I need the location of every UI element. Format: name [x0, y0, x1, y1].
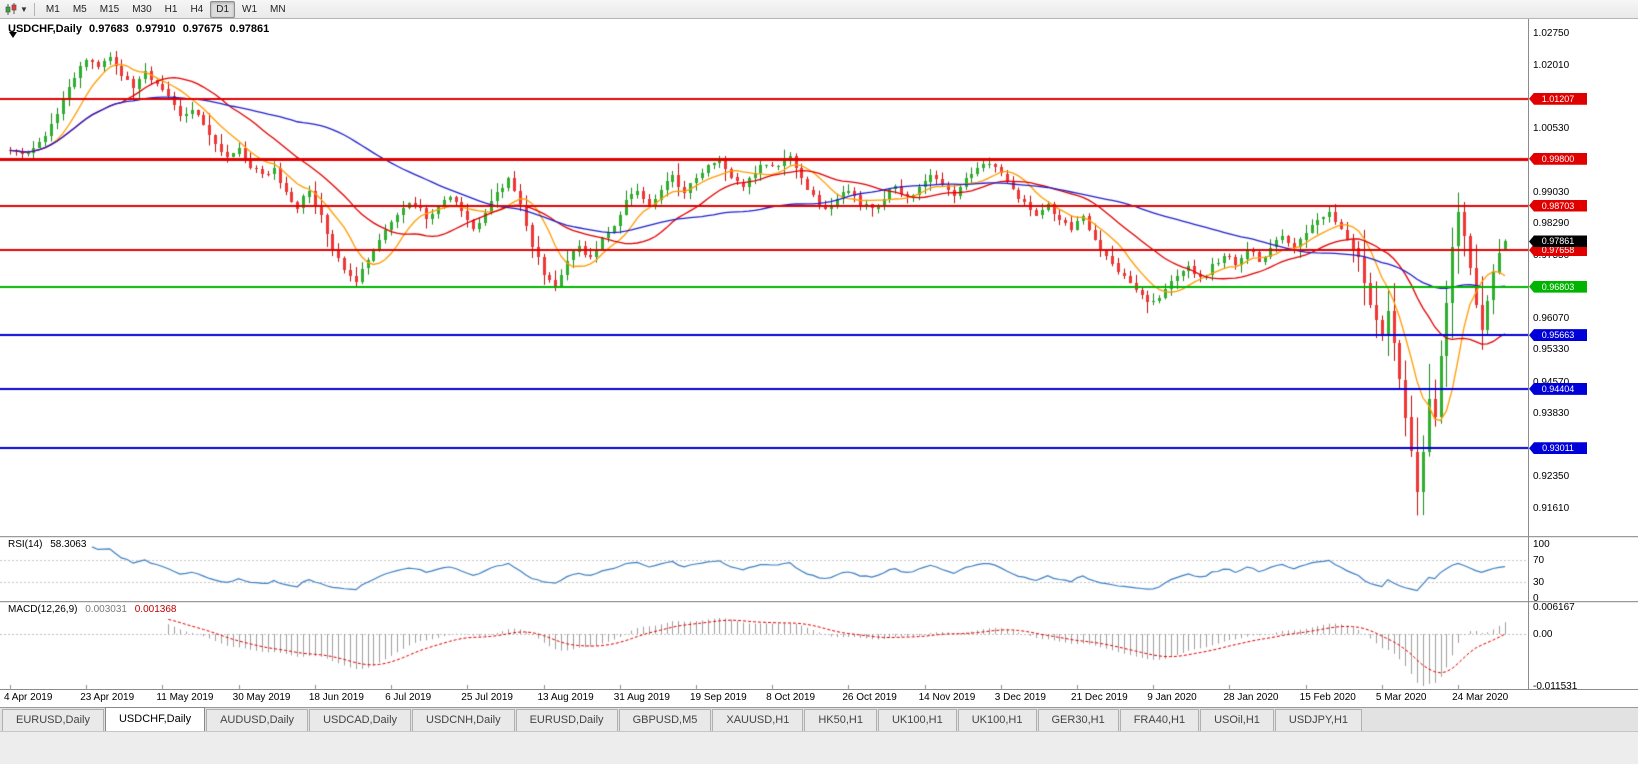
- date-axis-label: 6 Jul 2019: [385, 692, 432, 703]
- timeframe-toolbar: ▼ M1 M5 M15 M30 H1 H4 D1 W1 MN: [0, 0, 1638, 19]
- chart-symbol-label: USDCHF,Daily: [8, 23, 82, 35]
- date-axis-label: 26 Oct 2019: [842, 692, 897, 703]
- chart-tab-eurusd-daily[interactable]: EURUSD,Daily: [515, 709, 618, 731]
- date-axis-label: 30 May 2019: [232, 692, 291, 703]
- date-axis-label: 18 Jun 2019: [308, 692, 364, 703]
- chart-low-value: 0.97675: [182, 23, 223, 35]
- chart-canvas[interactable]: [0, 19, 1528, 707]
- timeframe-button-d1[interactable]: D1: [210, 0, 236, 18]
- chart-tab-usdcad-daily[interactable]: USDCAD,Daily: [309, 709, 412, 731]
- chart-tab-gbpusd-m5[interactable]: GBPUSD,M5: [618, 709, 712, 731]
- level-badge-0.95663: 0.95663: [1529, 329, 1587, 342]
- chart-tab-audusd-daily[interactable]: AUDUSD,Daily: [206, 709, 309, 731]
- macd-signal-value: 0.001368: [134, 604, 177, 615]
- date-axis-label: 15 Feb 2020: [1299, 692, 1356, 703]
- date-axis-label: 19 Sep 2019: [689, 692, 747, 703]
- macd-label: MACD(12,26,9) 0.003031 0.001368: [8, 604, 181, 615]
- rsi-name: RSI(14): [8, 539, 43, 550]
- date-axis-label: 14 Nov 2019: [918, 692, 976, 703]
- chart-tabs-bar: EURUSD,Daily USDCHF,Daily AUDUSD,Daily USDC…: [0, 707, 1638, 731]
- chart-tab-xauusd-h1[interactable]: XAUUSD,H1: [712, 709, 804, 731]
- chart-tab-usdcnh-daily[interactable]: USDCNH,Daily: [412, 709, 515, 731]
- price-axis-label: 0.94570: [1533, 376, 1570, 388]
- chart-type-dropdown-caret-icon[interactable]: ▼: [20, 4, 28, 14]
- candlestick-chart-icon[interactable]: [3, 2, 19, 17]
- price-axis-label: 0.99030: [1533, 186, 1570, 198]
- timeframe-button-m15[interactable]: M15: [99, 3, 120, 15]
- date-axis-label: 4 Apr 2019: [4, 692, 53, 703]
- macd-name: MACD(12,26,9): [8, 604, 78, 615]
- level-badge-1.01207: 1.01207: [1529, 92, 1587, 105]
- chart-tab-uk100-h1[interactable]: UK100,H1: [957, 709, 1037, 731]
- date-axis-label: 5 Mar 2020: [1375, 692, 1427, 703]
- date-axis-label: 3 Dec 2019: [994, 692, 1046, 703]
- date-axis-label: 23 Apr 2019: [80, 692, 135, 703]
- timeframe-button-m1[interactable]: M1: [45, 3, 60, 15]
- rsi-axis-label: 30: [1533, 576, 1545, 588]
- date-axis-label: 31 Aug 2019: [613, 692, 670, 703]
- level-badge-0.99800: 0.99800: [1529, 152, 1587, 165]
- price-axis-label: 1.02750: [1533, 28, 1570, 39]
- macd-axis-label: 0.006167: [1533, 602, 1575, 613]
- chart-tab-usdjpy-h1[interactable]: USDJPY,H1: [1274, 709, 1363, 731]
- price-axis-border: [1528, 19, 1529, 689]
- date-axis-label: 24 Mar 2020: [1452, 692, 1509, 703]
- chart-tab-uk100-h1[interactable]: UK100,H1: [877, 709, 957, 731]
- chart-tab-hk50-h1[interactable]: HK50,H1: [804, 709, 877, 731]
- price-axis-label: 0.98290: [1533, 218, 1570, 230]
- macd-axis-label: -0.011531: [1533, 681, 1578, 692]
- level-badge-0.98703: 0.98703: [1529, 199, 1587, 212]
- timeframe-button-m30[interactable]: M30: [132, 3, 152, 15]
- status-bar: [0, 731, 1638, 764]
- chart-close-value: 0.97861: [229, 23, 270, 35]
- price-axis-label: 0.92350: [1533, 471, 1570, 483]
- chart-open-value: 0.97683: [89, 23, 129, 35]
- date-axis-label: 11 May 2019: [156, 692, 214, 703]
- level-badge-0.93011: 0.93011: [1529, 442, 1587, 455]
- chart-tab-fra40-h1[interactable]: FRA40,H1: [1119, 709, 1200, 731]
- chart-area: USDCHF,Daily 0.97683 0.97910 0.97675 0.9…: [0, 19, 1638, 707]
- chart-high-value: 0.97910: [135, 23, 176, 35]
- timeframe-button-mn[interactable]: MN: [270, 3, 286, 15]
- timeframe-button-h1[interactable]: H1: [164, 3, 178, 15]
- current-price-badge: 0.97861: [1529, 235, 1587, 248]
- date-axis-label: 9 Jan 2020: [1147, 692, 1197, 703]
- chart-tab-usoil-h1[interactable]: USOil,H1: [1200, 709, 1274, 731]
- timeframe-button-w1[interactable]: W1: [242, 3, 258, 15]
- date-axis-label: 25 Jul 2019: [461, 692, 513, 703]
- timeframe-button-group: M1 M5 M15 M30 H1 H4 D1 W1 MN: [40, 0, 293, 18]
- price-axis-label: 0.96070: [1533, 312, 1570, 324]
- price-axis-label: 0.91610: [1533, 503, 1570, 514]
- date-axis-label: 28 Jan 2020: [1223, 692, 1279, 703]
- chart-title: USDCHF,Daily 0.97683 0.97910 0.97675 0.9…: [8, 23, 273, 35]
- price-axis-label: 1.00530: [1533, 122, 1570, 134]
- panel-separator-rsi[interactable]: [0, 536, 1638, 538]
- chart-corner-marker-icon: [9, 32, 17, 38]
- rsi-axis-label: 70: [1533, 555, 1545, 567]
- chart-tab-eurusd-daily[interactable]: EURUSD,Daily: [2, 709, 104, 731]
- date-axis-label: 21 Dec 2019: [1071, 692, 1128, 703]
- rsi-label: RSI(14) 58.3063: [8, 539, 91, 550]
- chart-tab-ger30-h1[interactable]: GER30,H1: [1037, 709, 1119, 731]
- rsi-axis-label: 0: [1533, 593, 1539, 604]
- price-axis-label: 1.02010: [1533, 59, 1570, 71]
- rsi-axis-label: 100: [1533, 539, 1550, 550]
- panel-separator-macd[interactable]: [0, 601, 1638, 603]
- timeframe-button-m5[interactable]: M5: [72, 3, 87, 15]
- price-axis-label: 0.95330: [1533, 344, 1570, 356]
- rsi-value: 58.3063: [50, 539, 87, 550]
- macd-main-value: 0.003031: [85, 604, 127, 615]
- level-badge-0.94404: 0.94404: [1529, 382, 1587, 395]
- date-axis-label: 13 Aug 2019: [537, 692, 594, 703]
- date-axis-label: 8 Oct 2019: [766, 692, 816, 703]
- price-axis-label: 0.93830: [1533, 408, 1570, 420]
- level-badge-0.96803: 0.96803: [1529, 280, 1587, 293]
- macd-axis-label: 0.00: [1533, 629, 1553, 640]
- timeframe-button-h4[interactable]: H4: [190, 3, 204, 15]
- toolbar-divider: [33, 2, 35, 16]
- chart-tab-usdchf-daily[interactable]: USDCHF,Daily: [104, 707, 206, 731]
- date-axis-border: [0, 689, 1638, 690]
